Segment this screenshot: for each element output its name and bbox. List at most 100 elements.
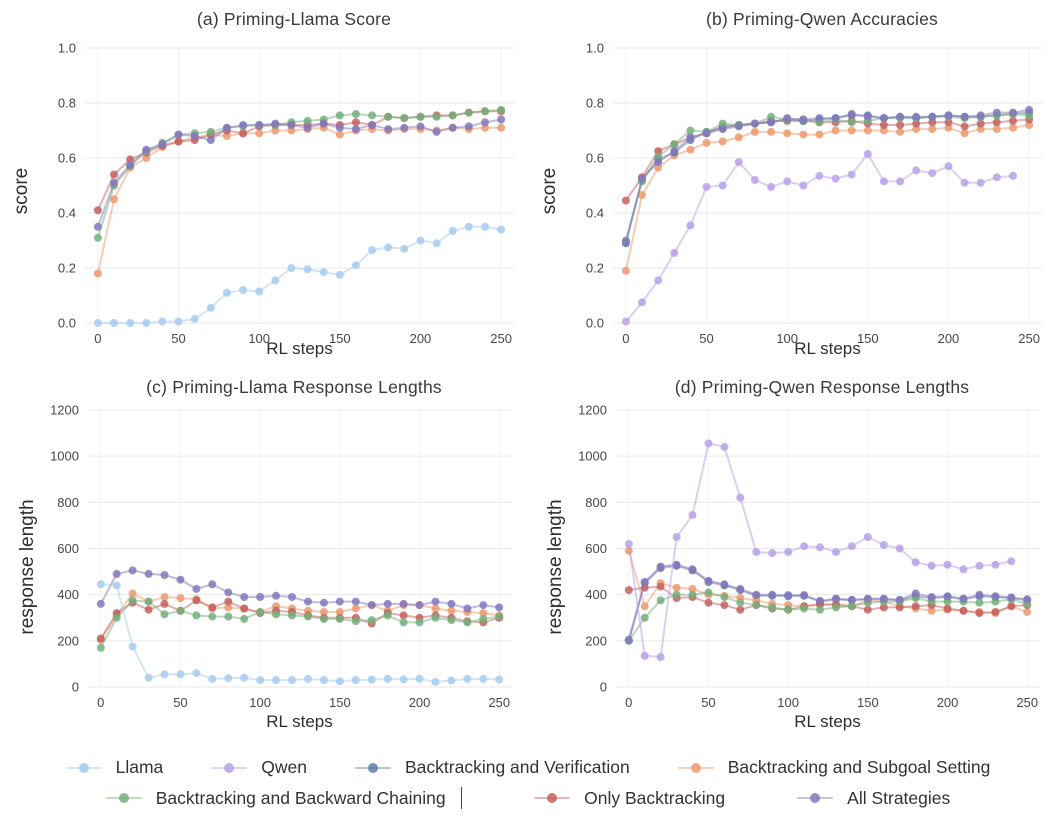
- data-point: [481, 123, 489, 132]
- data-point: [895, 595, 904, 604]
- data-point: [399, 675, 408, 684]
- data-point: [319, 614, 328, 623]
- data-point: [240, 604, 249, 613]
- legend-row-1: Llama Qwen Backtracking and Verification Ba…: [0, 757, 1056, 778]
- data-point: [271, 119, 280, 128]
- data-point: [767, 182, 776, 191]
- legend-item-verification: Backtracking and Verification: [355, 757, 630, 778]
- data-point: [621, 196, 630, 205]
- data-point: [799, 181, 808, 190]
- data-point: [351, 110, 360, 118]
- data-point: [638, 298, 646, 307]
- data-point: [351, 617, 360, 626]
- data-point: [431, 604, 440, 613]
- data-point: [672, 583, 681, 592]
- data-point: [784, 591, 793, 600]
- data-point: [816, 543, 824, 552]
- data-point: [463, 604, 472, 613]
- panel-grid: 0.0 0.2 0.4 0.6 0.8 1.0 0 50 100 150 200 250 (a) Pr…: [0, 0, 1042, 731]
- x-tick-label: 100: [248, 331, 270, 346]
- data-point: [959, 565, 968, 574]
- data-point: [896, 127, 905, 136]
- data-point: [831, 114, 840, 123]
- y-tick-label: 1.0: [586, 41, 604, 56]
- x-tick-label: 100: [249, 695, 271, 710]
- data-point: [1025, 105, 1034, 114]
- data-point: [750, 119, 759, 128]
- data-point: [240, 673, 249, 682]
- data-point: [367, 601, 376, 610]
- llama-legend-marker-icon: [65, 762, 102, 773]
- all-legend-marker-icon: [797, 793, 834, 803]
- data-point: [319, 268, 328, 277]
- data-point: [863, 594, 872, 603]
- data-point: [319, 676, 328, 685]
- panel-a: 0.0 0.2 0.4 0.6 0.8 1.0 0 50 100 150 200 250 (a) Pr…: [0, 0, 528, 370]
- data-point: [879, 121, 888, 129]
- x-tick-label: 50: [699, 331, 713, 346]
- data-point: [335, 608, 344, 616]
- data-point: [912, 166, 921, 175]
- data-point: [1025, 111, 1034, 120]
- x-tick-label: 150: [857, 331, 879, 346]
- x-tick-label: 200: [409, 695, 431, 710]
- data-point: [304, 674, 312, 683]
- data-point: [960, 112, 969, 121]
- data-point: [255, 287, 264, 296]
- data-point: [383, 674, 392, 683]
- data-point: [896, 177, 905, 186]
- data-point: [351, 125, 360, 134]
- data-point: [239, 286, 248, 294]
- data-point: [799, 115, 808, 124]
- y-tick-label: 0.8: [586, 96, 604, 111]
- data-point: [863, 533, 872, 541]
- data-point: [158, 140, 167, 149]
- data-point: [734, 158, 743, 167]
- data-point: [672, 560, 681, 569]
- data-point: [686, 221, 695, 230]
- data-point: [432, 239, 441, 248]
- panel-a-plot: 0.0 0.2 0.4 0.6 0.8 1.0 0 50 100 150 200 250: [58, 41, 514, 346]
- data-point: [927, 606, 936, 615]
- data-point: [319, 119, 328, 128]
- x-tick-label: 150: [857, 695, 879, 710]
- data-point: [128, 642, 137, 651]
- text-cursor: [460, 787, 463, 809]
- data-point: [176, 575, 185, 584]
- data-point: [912, 125, 921, 134]
- data-point: [752, 590, 761, 599]
- data-point: [464, 108, 473, 117]
- data-point: [1023, 595, 1032, 604]
- data-point: [144, 569, 153, 578]
- data-point: [208, 580, 217, 589]
- panel-b-plot: 0.0 0.2 0.4 0.6 0.8 1.0 0 50 100 150 200 250: [586, 41, 1042, 346]
- data-point: [368, 111, 377, 120]
- data-point: [688, 565, 697, 574]
- data-point: [335, 677, 344, 686]
- x-tick-label: 250: [1016, 695, 1038, 710]
- data-point: [992, 118, 1001, 127]
- data-point: [927, 561, 936, 570]
- legend-item-only: Only Backtracking: [534, 788, 725, 809]
- data-point: [335, 123, 344, 132]
- data-point: [944, 123, 953, 132]
- data-point: [879, 177, 888, 186]
- data-point: [638, 174, 646, 183]
- data-point: [943, 604, 952, 613]
- y-tick-label: 1000: [578, 449, 607, 464]
- data-point: [654, 163, 663, 172]
- data-point: [96, 643, 105, 652]
- panel-c-xlabel: RL steps: [266, 712, 333, 731]
- data-point: [126, 319, 135, 327]
- y-tick-label: 0.8: [58, 96, 76, 111]
- data-point: [863, 605, 872, 614]
- data-point: [879, 541, 888, 549]
- data-point: [960, 178, 969, 187]
- data-point: [190, 132, 199, 140]
- data-point: [192, 669, 201, 678]
- subgoal-legend-marker-icon: [677, 762, 714, 773]
- data-point: [1007, 593, 1016, 602]
- legend-item-qwen: Qwen: [211, 757, 307, 778]
- series-llama: [96, 580, 504, 686]
